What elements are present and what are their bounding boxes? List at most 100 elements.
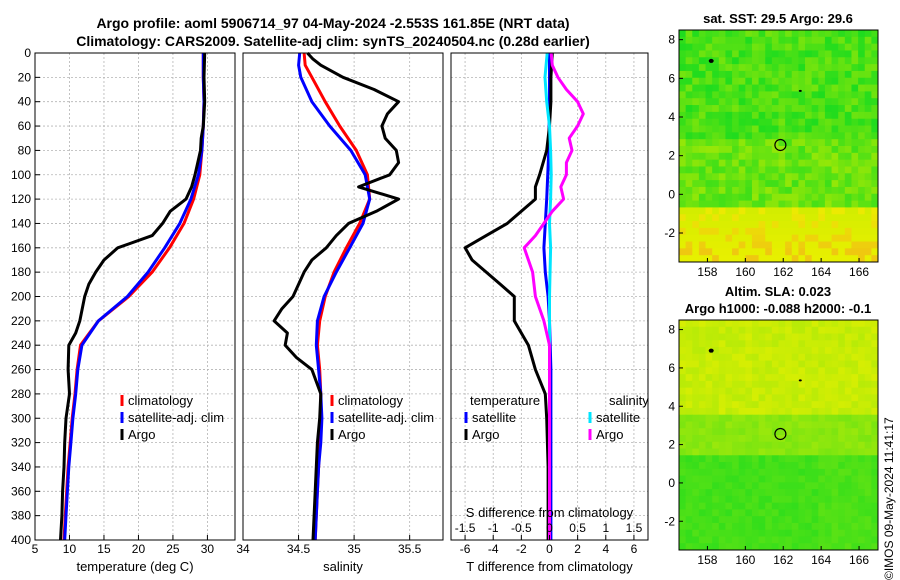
map-cell: [864, 428, 872, 436]
map-cell: [831, 57, 839, 65]
map-cell: [745, 353, 753, 362]
map-cell: [818, 227, 826, 236]
map-cell: [811, 387, 819, 395]
map-cell: [718, 70, 726, 79]
map-cell: [844, 30, 852, 38]
map-cell: [871, 543, 879, 551]
map-cell: [851, 248, 859, 256]
map-cell: [698, 468, 707, 477]
depth-tick-label: 100: [11, 168, 31, 182]
map-cell: [844, 241, 852, 249]
map-cell: [692, 516, 700, 524]
map-cell: [798, 347, 806, 355]
map-cell: [798, 186, 806, 195]
map-cell: [818, 132, 826, 140]
map-cell: [745, 387, 753, 395]
map-cell: [858, 214, 866, 222]
map-cell: [818, 91, 826, 99]
map-cell: [778, 401, 786, 409]
map-cell: [738, 84, 746, 92]
map-cell: [824, 91, 833, 99]
map-cell: [692, 70, 700, 79]
map-cell: [771, 111, 779, 120]
map-cell: [838, 70, 846, 79]
map-cell: [679, 367, 687, 375]
map-cell: [785, 57, 793, 65]
map-cell: [785, 43, 793, 51]
map-cell: [738, 111, 746, 120]
map-cell: [771, 380, 779, 389]
map-cell: [844, 462, 852, 470]
map-cell: [858, 367, 866, 375]
map-cell: [745, 50, 753, 58]
map-cell: [692, 207, 700, 215]
map-cell: [838, 118, 846, 127]
map-cell: [771, 509, 779, 517]
map-cell: [838, 36, 846, 45]
salinity-difference-tick-label: -0.5: [511, 521, 532, 535]
map-cell: [712, 320, 720, 328]
map-cell: [851, 353, 859, 362]
map-cell: [751, 227, 760, 236]
map-cell: [725, 475, 733, 483]
map-cell: [864, 159, 872, 167]
map-cell: [864, 448, 872, 456]
map-cell: [778, 502, 786, 510]
map-cell: [844, 428, 852, 436]
map-cell: [732, 543, 740, 551]
map-cell: [751, 118, 760, 127]
map-cell: [745, 186, 753, 195]
map-cell: [864, 166, 872, 174]
map-cell: [732, 367, 740, 375]
map-cell: [718, 482, 726, 490]
map-cell: [844, 495, 852, 504]
map-cell: [771, 118, 779, 127]
map-cell: [758, 421, 766, 429]
map-cell: [685, 536, 693, 544]
map-cell: [738, 401, 746, 409]
map-cell: [824, 495, 833, 504]
map-cell: [771, 543, 779, 551]
map-cell: [745, 77, 753, 86]
map-cell: [831, 333, 839, 341]
map-cell: [805, 193, 813, 202]
map-cell: [838, 132, 846, 140]
map-cell: [785, 186, 793, 195]
map-cell: [785, 489, 793, 497]
map-cell: [844, 186, 852, 195]
map-cell: [831, 70, 839, 79]
map-cell: [771, 333, 779, 341]
map-cell: [738, 200, 746, 208]
map-cell: [692, 529, 700, 537]
map-cell: [864, 30, 872, 38]
map-cell: [705, 320, 713, 328]
map-cell: [745, 125, 753, 133]
map-cell: [718, 234, 726, 243]
map-cell: [811, 529, 819, 537]
map-cell: [798, 214, 806, 222]
map-cell: [824, 414, 833, 422]
map-cell: [818, 495, 826, 504]
map-cell: [698, 414, 707, 422]
map-cell: [785, 353, 793, 362]
map-cell: [758, 380, 766, 389]
map-cell: [811, 91, 819, 99]
map-cell: [692, 57, 700, 65]
map-cell: [725, 441, 733, 450]
map-cell: [679, 360, 687, 368]
map-cell: [745, 105, 753, 113]
map-cell: [805, 50, 813, 58]
difference-tick-label: -4: [488, 542, 499, 556]
map-cell: [871, 132, 879, 140]
map-cell: [698, 367, 707, 375]
map-cell: [778, 414, 786, 422]
map-cell: [679, 340, 687, 348]
map-cell: [771, 353, 779, 362]
map-frame: [678, 29, 879, 263]
map-cell: [785, 200, 793, 208]
map-cell: [692, 543, 700, 551]
map-cell: [824, 489, 833, 497]
map-cell: [712, 367, 720, 375]
map-cell: [831, 536, 839, 544]
